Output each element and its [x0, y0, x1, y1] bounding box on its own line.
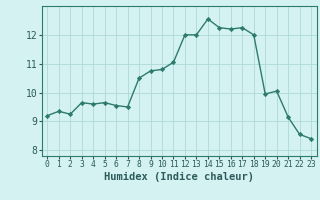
X-axis label: Humidex (Indice chaleur): Humidex (Indice chaleur) [104, 172, 254, 182]
